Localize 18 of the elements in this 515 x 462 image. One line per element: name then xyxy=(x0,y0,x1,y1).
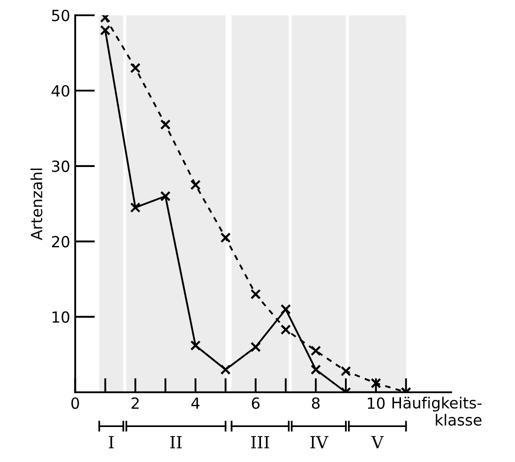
y-tick-label: 10 xyxy=(52,311,70,323)
band-label: IV xyxy=(310,436,328,448)
y-tick-label: 20 xyxy=(52,236,70,248)
x-tick-label: 2 xyxy=(132,397,139,409)
x-tick-label: 10 xyxy=(368,397,385,409)
x-tick-label: 6 xyxy=(252,397,260,409)
x-tick-label: 8 xyxy=(312,397,320,409)
y-tick-label: 50 xyxy=(52,10,70,22)
band-label: V xyxy=(371,436,384,448)
band-label: III xyxy=(251,436,270,448)
band-label: I xyxy=(108,436,114,448)
x-tick-label: 0 xyxy=(71,397,80,409)
x-tick-label: 4 xyxy=(191,398,200,409)
y-tick-label: 30 xyxy=(52,160,70,172)
x-axis-title: Häufigkeits- klasse xyxy=(392,396,482,426)
y-axis-title: Artenzahl xyxy=(30,168,42,240)
band-label: II xyxy=(170,436,182,448)
y-tick-label: 40 xyxy=(52,85,70,97)
